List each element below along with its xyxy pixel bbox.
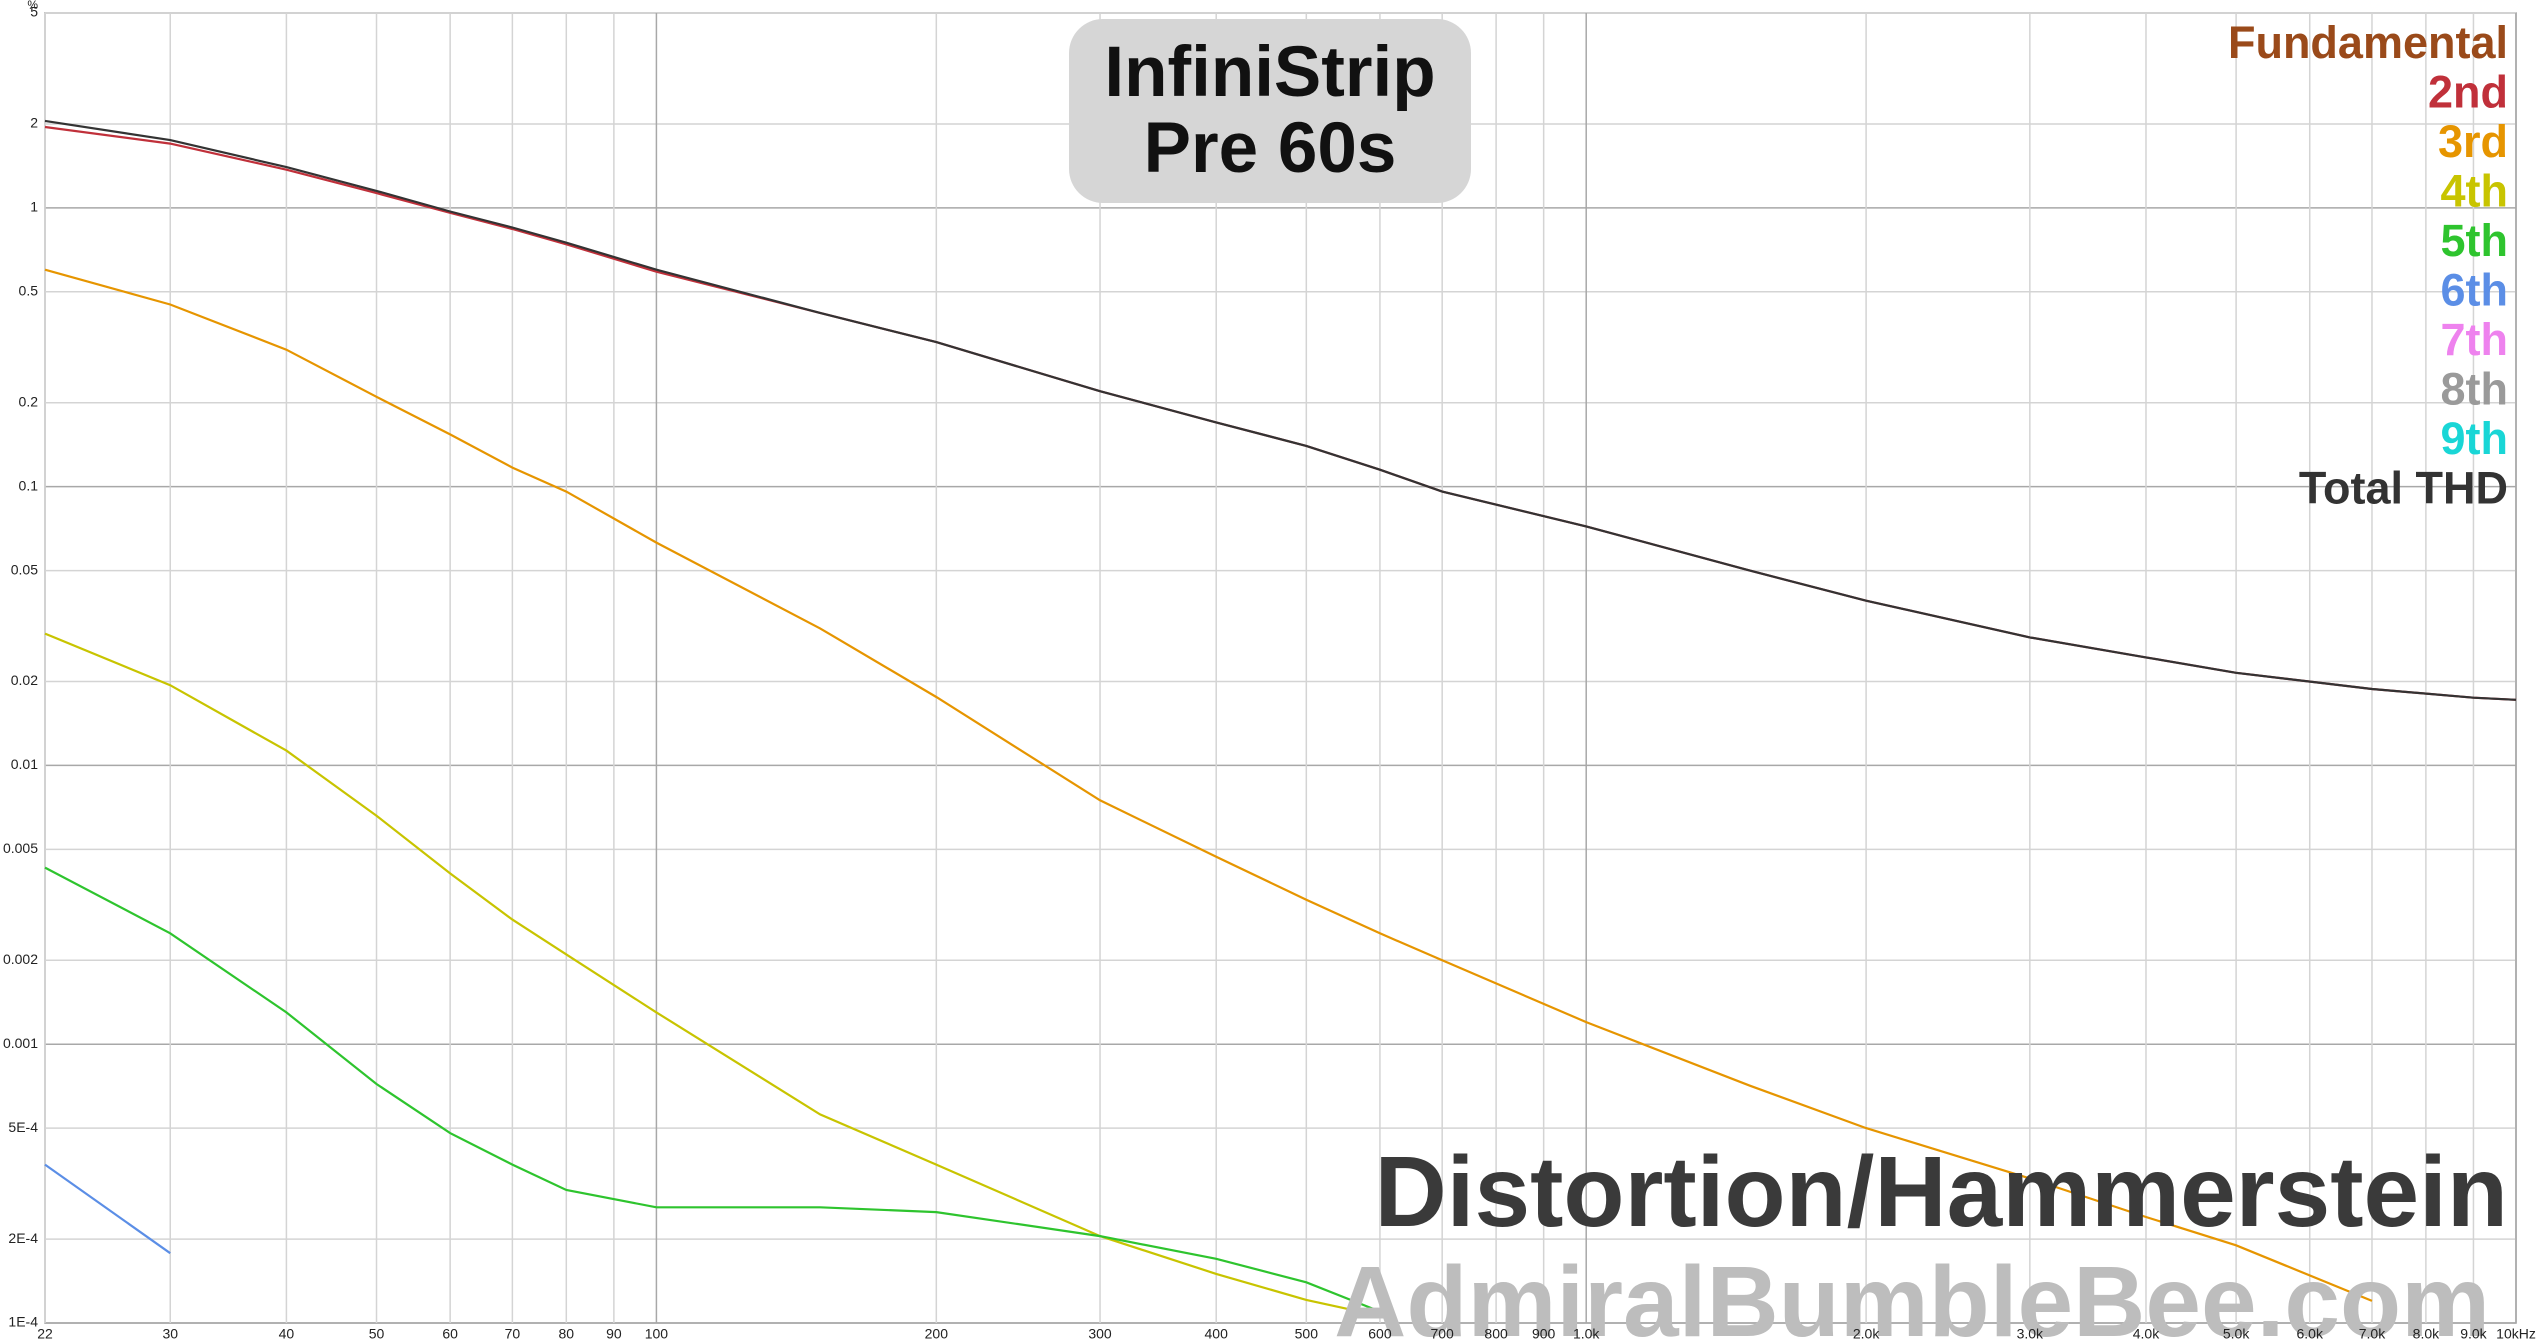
lines	[44, 119, 2517, 1317]
x-tick-label: 1.0k	[1573, 1326, 1600, 1342]
y-tick-label: 2E-4	[8, 1230, 38, 1246]
x-tick-label: 400	[1205, 1326, 1229, 1342]
y-axis-label: %	[27, 0, 38, 12]
title-box	[1069, 19, 1471, 203]
x-tick-label: 500	[1295, 1326, 1319, 1342]
y-tick-label: 0.2	[19, 393, 39, 409]
legend-entry: 7th	[2441, 314, 2509, 365]
y-tick-label: 5	[30, 4, 38, 20]
annotation: AdmiralBumbleBee.com	[1334, 1246, 2490, 1344]
legend-entry: 4th	[2441, 166, 2509, 217]
legend-entry: 8th	[2441, 364, 2509, 415]
x-tick-label: 5.0k	[2223, 1326, 2250, 1342]
y-tick-label: 2	[30, 115, 38, 131]
series-line	[44, 632, 1381, 1317]
x-tick-label: 8.0k	[2413, 1326, 2440, 1342]
x-tick-label: 900	[1532, 1326, 1556, 1342]
x-tick-label: 80	[559, 1326, 575, 1342]
x-tick-label: 6.0k	[2296, 1326, 2323, 1342]
x-tick-label: 70	[505, 1326, 521, 1342]
y-tick-label: 0.5	[19, 282, 39, 298]
y-tick-label: 1E-4	[8, 1314, 38, 1330]
x-tick-label: 10kHz	[2496, 1326, 2536, 1342]
x-tick-label: 7.0k	[2359, 1326, 2386, 1342]
y-tick-label: 0.02	[11, 672, 38, 688]
x-tick-label: 30	[162, 1326, 178, 1342]
x-tick-label: 4.0k	[2133, 1326, 2160, 1342]
x-tick-label: 22	[37, 1326, 53, 1342]
x-tick-label: 90	[606, 1326, 622, 1342]
series-line	[44, 119, 2517, 701]
x-tick-label: 3.0k	[2017, 1326, 2044, 1342]
x-tick-label: 300	[1088, 1326, 1112, 1342]
series-line	[44, 268, 2373, 1302]
grid	[44, 12, 2517, 1324]
y-tick-label: 0.01	[11, 756, 38, 772]
legend-entry: 6th	[2441, 265, 2509, 316]
x-tick-label: 700	[1430, 1326, 1454, 1342]
legend-entry: 3rd	[2438, 116, 2508, 167]
y-tick-label: 0.1	[19, 477, 39, 493]
x-tick-label: 50	[369, 1326, 385, 1342]
title-holder: InfiniStrip Pre 60s	[1104, 33, 1436, 188]
x-tick-label: 60	[442, 1326, 458, 1342]
x-tick-label: 200	[925, 1326, 949, 1342]
x-tick-label: 100	[645, 1326, 669, 1342]
y-tick-label: 0.05	[11, 561, 38, 577]
y-tick-label: 0.005	[3, 840, 38, 856]
chart-title: InfiniStrip Pre 60s	[1104, 33, 1436, 188]
legend-entry: 2nd	[2428, 67, 2508, 118]
legend-entry: 9th	[2441, 413, 2509, 464]
series-line	[44, 1163, 171, 1255]
annotation: Distortion/Hammerstein	[1374, 1136, 2508, 1248]
y-tick-label: 0.001	[3, 1035, 38, 1051]
x-tick-label: 600	[1368, 1326, 1392, 1342]
x-tick-label: 800	[1484, 1326, 1508, 1342]
y-tick-label: 5E-4	[8, 1119, 38, 1135]
series-line	[44, 866, 1381, 1313]
legend-entry: Fundamental	[2228, 17, 2508, 68]
x-tick-label: 2.0k	[1853, 1326, 1880, 1342]
x-tick-label: 9.0k	[2460, 1326, 2487, 1342]
y-tick-label: 1	[30, 199, 38, 215]
legend-entry: 5th	[2441, 215, 2509, 266]
x-tick-label: 40	[279, 1326, 295, 1342]
legend-entry: Total THD	[2299, 463, 2508, 514]
y-tick-label: 0.002	[3, 951, 38, 967]
